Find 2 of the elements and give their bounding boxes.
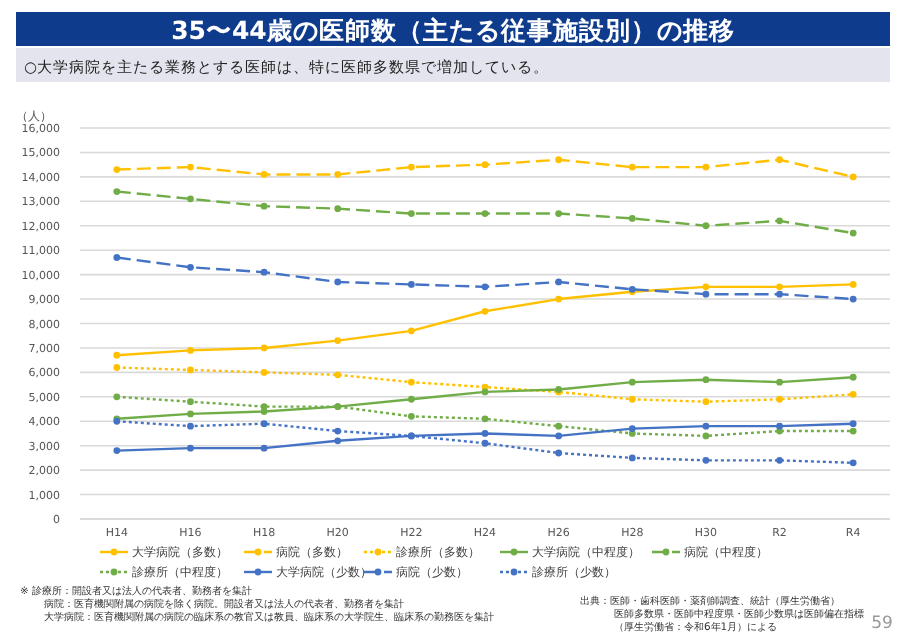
- chart-title: 35〜44歳の医師数（主たる従事施設別）の推移: [171, 15, 735, 45]
- text: 59: [871, 614, 893, 634]
